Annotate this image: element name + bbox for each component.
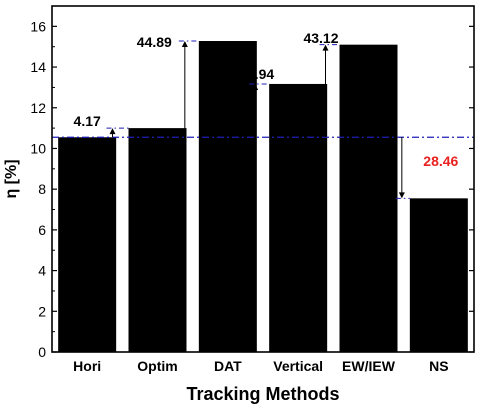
bar-hori xyxy=(58,137,117,352)
x-tick-label: Vertical xyxy=(273,358,323,374)
y-tick-label: 0 xyxy=(38,344,46,360)
bars xyxy=(58,41,468,353)
x-tick-label: Hori xyxy=(73,358,101,374)
bar-ns xyxy=(409,198,468,352)
x-tick-label: NS xyxy=(429,358,448,374)
y-axis: 0 2 4 6 8 10 12 14 16 xyxy=(30,18,474,360)
y-tick-label: 16 xyxy=(30,18,46,34)
bar-dat xyxy=(198,41,257,353)
y-tick-label: 12 xyxy=(30,100,46,116)
y-tick-label: 14 xyxy=(30,59,46,75)
annotations: 4.17 44.89 24.94 43.12 28.46 xyxy=(74,30,459,199)
annotation-label-dat: 44.89 xyxy=(137,34,172,50)
arrow-head-ns xyxy=(398,192,405,199)
bar-vertical xyxy=(269,83,328,352)
y-axis-title: η [%] xyxy=(3,159,20,198)
x-axis: Hori Optim DAT Vertical EW/IEW NS xyxy=(73,347,449,374)
annotation-label-ew-iew: 43.12 xyxy=(303,30,338,46)
y-tick-label: 4 xyxy=(38,263,46,279)
arrow-head-dat xyxy=(181,41,188,48)
annotation-label-ns: 28.46 xyxy=(423,153,458,169)
bar-ew-iew xyxy=(339,44,398,352)
arrow-head-optim xyxy=(109,128,116,135)
x-tick-label: DAT xyxy=(214,358,242,374)
plot-frame xyxy=(51,5,475,353)
arrow-head-vertical xyxy=(252,83,259,90)
y-tick-label: 6 xyxy=(38,222,46,238)
y-tick-label: 10 xyxy=(30,140,46,156)
arrow-head-ew-iew xyxy=(322,44,329,51)
bar-optim xyxy=(128,128,187,352)
y-tick-label: 8 xyxy=(38,181,46,197)
annotation-label-vertical: 24.94 xyxy=(239,66,274,82)
annotation-label-hori: 4.17 xyxy=(74,113,101,129)
x-axis-title: Tracking Methods xyxy=(186,384,339,404)
x-tick-label: EW/IEW xyxy=(342,358,396,374)
y-tick-label: 2 xyxy=(38,303,46,319)
x-tick-label: Optim xyxy=(137,358,177,374)
